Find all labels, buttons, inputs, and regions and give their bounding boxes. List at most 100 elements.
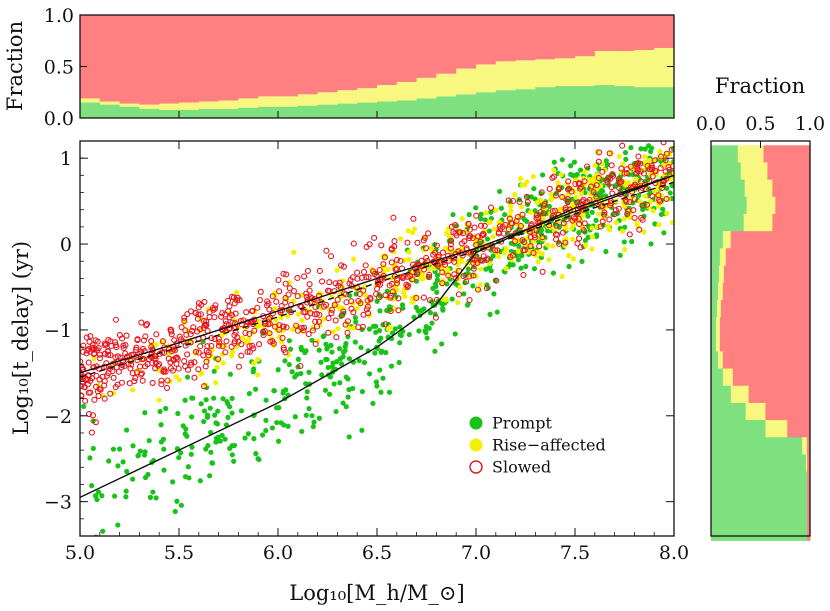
point-slowed <box>85 359 92 366</box>
top-bar-rise-affected-28 <box>634 50 655 88</box>
point-slowed <box>423 254 430 261</box>
point-slowed <box>112 342 119 349</box>
point-slowed <box>336 279 343 286</box>
top-bar-slowed-14 <box>357 15 378 89</box>
point-slowed <box>555 186 562 193</box>
point-prompt <box>319 372 325 378</box>
point-slowed <box>390 214 397 221</box>
point-slowed <box>182 327 189 334</box>
top-bar-rise-affected-22 <box>515 60 536 90</box>
point-rise-affected <box>418 275 424 281</box>
point-prompt <box>328 342 334 348</box>
point-slowed <box>303 290 310 297</box>
top-bar-prompt-28 <box>634 87 655 118</box>
point-prompt <box>276 405 282 411</box>
point-slowed <box>309 327 316 334</box>
top-bar-rise-affected-19 <box>456 68 477 95</box>
point-slowed <box>596 149 603 156</box>
point-slowed <box>181 358 188 365</box>
right-histogram-panel: 0.0 0.5 1.0 Fraction <box>696 74 825 541</box>
x-tick-label: 8.0 <box>659 542 689 564</box>
point-slowed <box>523 193 530 201</box>
point-prompt <box>183 426 189 432</box>
right-bar-slowed-18 <box>807 454 811 473</box>
point-prompt <box>392 326 398 332</box>
point-rise-affected <box>501 250 508 256</box>
point-slowed <box>359 323 366 330</box>
point-slowed <box>144 320 151 328</box>
point-slowed <box>452 275 459 282</box>
point-slowed <box>539 234 546 241</box>
point-rise-affected <box>351 256 357 262</box>
point-prompt <box>153 495 159 501</box>
point-prompt <box>229 395 235 401</box>
point-prompt <box>340 400 346 406</box>
point-slowed <box>312 303 319 311</box>
point-slowed <box>80 342 87 349</box>
point-prompt <box>110 446 117 452</box>
point-slowed <box>83 350 90 357</box>
point-rise-affected <box>592 162 598 169</box>
right-bar-slowed-13 <box>732 368 811 387</box>
point-prompt <box>100 528 106 534</box>
top-bar-slowed-27 <box>614 15 635 52</box>
point-prompt <box>229 443 235 449</box>
point-slowed <box>631 196 638 203</box>
right-bar-rise-affected-11 <box>715 334 721 352</box>
point-slowed <box>311 311 318 318</box>
point-slowed <box>142 333 149 340</box>
point-slowed <box>536 243 543 250</box>
top-bar-prompt-9 <box>258 106 279 118</box>
point-prompt <box>669 183 674 189</box>
point-rise-affected <box>335 325 341 332</box>
point-prompt <box>423 323 429 330</box>
point-rise-affected <box>385 266 391 273</box>
x-tick-label: 5.5 <box>164 542 194 564</box>
top-bar-prompt-27 <box>614 86 635 118</box>
point-prompt <box>559 157 565 163</box>
point-rise-affected <box>540 215 546 221</box>
point-rise-affected <box>594 149 600 155</box>
point-slowed <box>192 348 200 355</box>
point-rise-affected <box>548 191 554 198</box>
point-prompt <box>142 410 148 416</box>
top-bar-prompt-18 <box>436 96 457 118</box>
point-prompt <box>81 403 87 409</box>
point-slowed <box>254 304 261 311</box>
top-bar-rise-affected-11 <box>297 94 319 106</box>
point-rise-affected <box>641 229 647 235</box>
point-slowed <box>170 356 177 363</box>
point-prompt <box>532 208 538 214</box>
point-prompt <box>147 494 153 500</box>
point-prompt <box>531 266 538 272</box>
point-prompt <box>340 354 346 360</box>
point-slowed <box>370 268 377 275</box>
point-prompt <box>432 348 438 354</box>
point-prompt <box>269 425 276 431</box>
point-slowed <box>276 288 283 295</box>
right-bar-slowed-22 <box>807 523 811 541</box>
point-prompt <box>622 224 628 230</box>
point-rise-affected <box>477 266 484 272</box>
top-bar-slowed-26 <box>594 15 616 52</box>
point-slowed <box>393 256 400 263</box>
point-slowed <box>433 242 440 249</box>
point-prompt <box>494 309 500 315</box>
point-prompt <box>546 203 553 210</box>
point-slowed <box>466 226 473 233</box>
point-slowed <box>283 271 290 278</box>
point-rise-affected <box>580 211 586 217</box>
right-bar-prompt-16 <box>711 420 766 438</box>
point-prompt <box>516 243 522 250</box>
x-tick-label: 7.5 <box>560 542 590 564</box>
point-slowed <box>164 377 171 384</box>
point-prompt <box>603 248 609 255</box>
point-slowed <box>244 348 251 355</box>
point-slowed <box>655 192 662 199</box>
point-slowed <box>235 363 243 370</box>
point-slowed <box>426 271 433 278</box>
point-slowed <box>461 238 468 245</box>
right-bar-prompt-14 <box>711 385 732 404</box>
point-slowed <box>519 211 526 218</box>
point-slowed <box>495 229 502 236</box>
